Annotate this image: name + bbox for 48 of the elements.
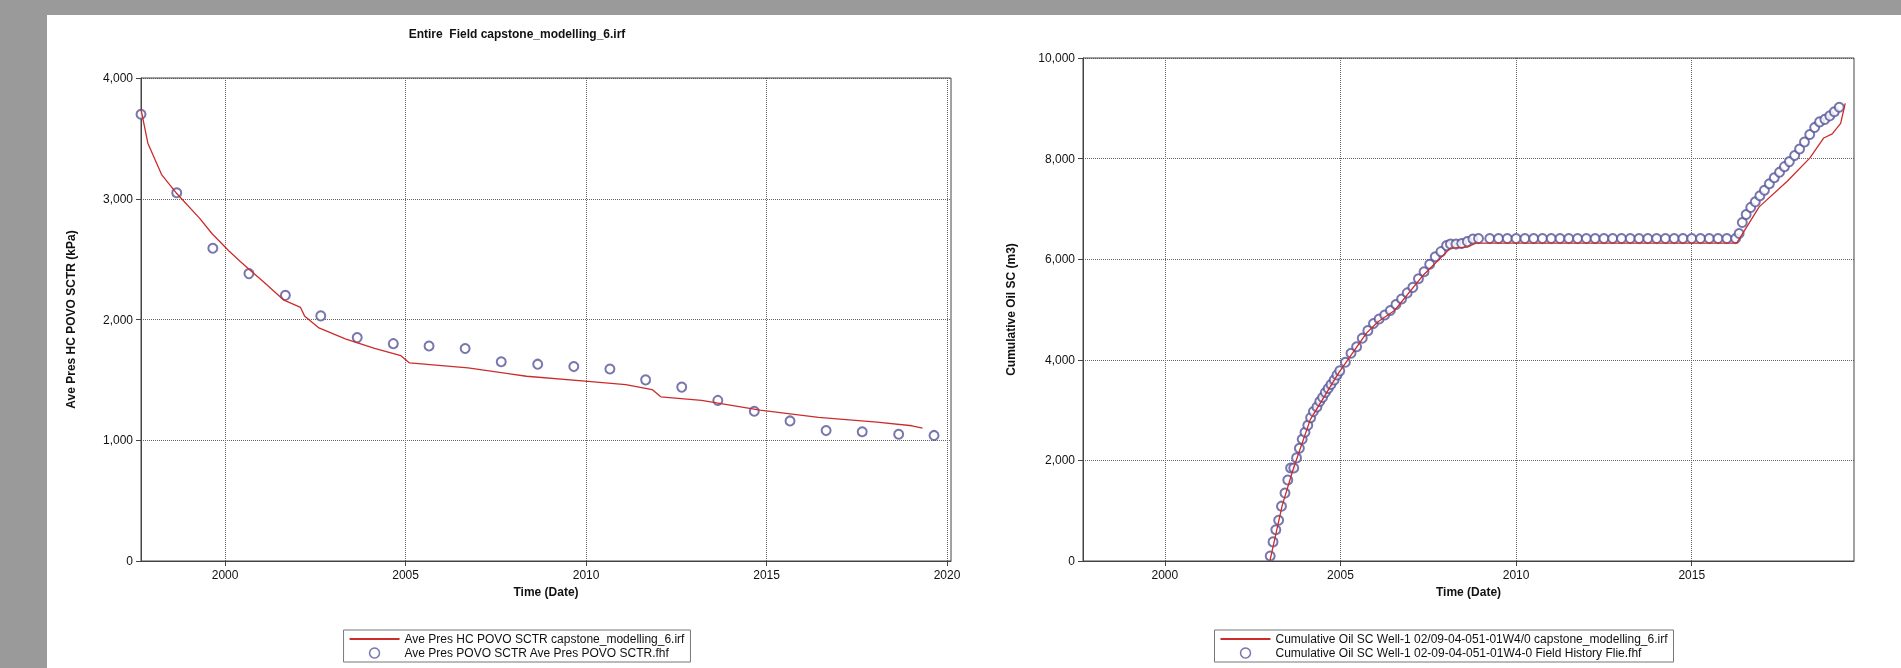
y-tick-label: 0 — [1068, 554, 1076, 568]
point — [351, 332, 363, 344]
x-tick-label: 2000 — [1151, 568, 1179, 582]
x-tick-label: 2015 — [753, 568, 781, 582]
y-tick-label: 4,000 — [102, 71, 134, 85]
chart-title: Entire Field capstone_modelling_6.irf — [408, 27, 627, 41]
point — [604, 363, 616, 375]
y-axis-title: Ave Pres HC POVO SCTR (kPa) — [64, 230, 78, 409]
x-tick-label: 2015 — [1678, 568, 1706, 582]
point — [640, 374, 652, 386]
x-tick-label: 2020 — [933, 568, 961, 582]
point — [568, 361, 580, 373]
point — [893, 428, 905, 440]
point — [387, 338, 399, 350]
y-tick-label: 0 — [126, 554, 134, 568]
point — [279, 289, 291, 301]
point — [532, 358, 544, 370]
x-axis-title: Time (Date) — [1435, 584, 1502, 599]
x-tick-label: 2010 — [572, 568, 600, 582]
y-tick-label: 2,000 — [102, 312, 134, 327]
point — [423, 340, 435, 352]
legend-label: Cumulative Oil SC Well-1 02-09-04-051-01W4-0 Field History Flie.fhf — [1275, 646, 1643, 660]
point — [243, 268, 255, 280]
legend-label: Ave Pres HC POVO SCTR capstone_modelling_6.irf — [404, 632, 686, 646]
y-axis-title: Cumulative Oil SC (m3) — [1004, 243, 1018, 376]
point — [207, 242, 219, 254]
point — [784, 415, 796, 427]
point — [459, 342, 471, 354]
y-tick-label: 4,000 — [1044, 352, 1076, 367]
x-tick-label: 2005 — [392, 568, 420, 582]
point — [495, 356, 507, 368]
x-tick-label: 2010 — [1502, 568, 1530, 582]
point — [676, 381, 688, 393]
x-tick-label: 2000 — [211, 568, 239, 582]
y-tick-label: 2,000 — [1044, 453, 1076, 468]
y-tick-label: 8,000 — [1044, 151, 1076, 166]
y-tick-label: 1,000 — [102, 433, 134, 448]
x-axis-title: Time (Date) — [513, 584, 579, 599]
point — [928, 429, 940, 441]
y-tick-label: 3,000 — [102, 191, 134, 206]
point — [820, 425, 832, 437]
legend-label: Cumulative Oil SC Well-1 02/09-04-051-01W4/0 capstone_modelling_6.irf — [1275, 632, 1669, 646]
legend-label: Ave Pres POVO SCTR Ave Pres POVO SCTR.fhf — [404, 646, 670, 660]
x-tick-label: 2005 — [1327, 568, 1355, 582]
point — [856, 426, 868, 438]
y-tick-label: 10,000 — [1038, 51, 1076, 65]
point — [315, 310, 327, 322]
y-tick-label: 6,000 — [1044, 252, 1076, 267]
